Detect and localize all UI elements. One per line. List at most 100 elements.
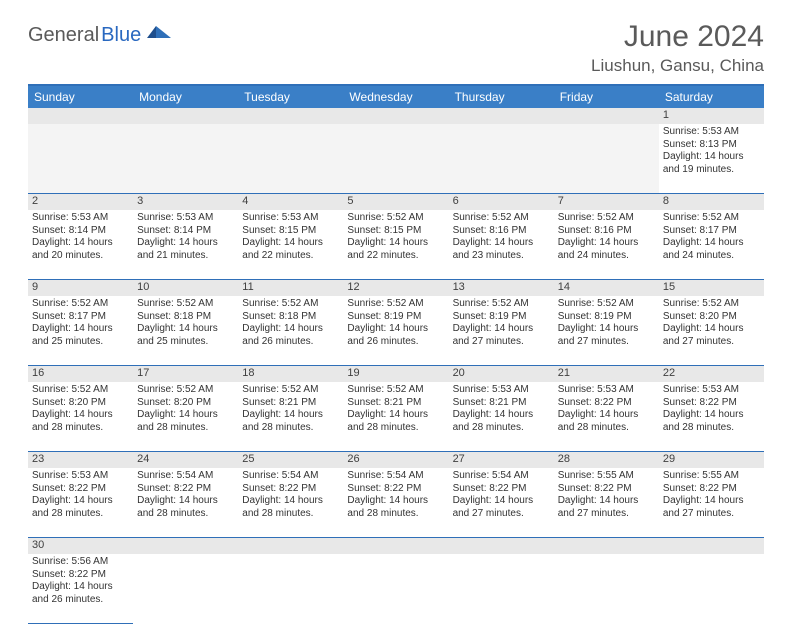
daylight-line: Daylight: 14 hours and 27 minutes. (453, 323, 550, 348)
day-number: 17 (133, 366, 238, 383)
sunset-line: Sunset: 8:18 PM (242, 311, 339, 324)
sunset-line: Sunset: 8:22 PM (32, 483, 129, 496)
day-cell: Sunrise: 5:52 AMSunset: 8:16 PMDaylight:… (554, 210, 659, 280)
day-number: 26 (343, 452, 448, 469)
sunset-line: Sunset: 8:22 PM (32, 569, 129, 582)
day-header: Friday (554, 86, 659, 108)
day-cell: Sunrise: 5:52 AMSunset: 8:19 PMDaylight:… (554, 296, 659, 366)
day-number: 3 (133, 194, 238, 211)
sunset-line: Sunset: 8:17 PM (32, 311, 129, 324)
day-cell: Sunrise: 5:52 AMSunset: 8:15 PMDaylight:… (343, 210, 448, 280)
calendar-table: SundayMondayTuesdayWednesdayThursdayFrid… (28, 86, 764, 624)
daylight-line: Daylight: 14 hours and 25 minutes. (32, 323, 129, 348)
daylight-line: Daylight: 14 hours and 24 minutes. (558, 237, 655, 262)
empty-daynum (554, 538, 659, 555)
daylight-line: Daylight: 14 hours and 22 minutes. (347, 237, 444, 262)
empty-daynum (28, 108, 133, 124)
day-number: 5 (343, 194, 448, 211)
sunset-line: Sunset: 8:19 PM (558, 311, 655, 324)
empty-cell (343, 554, 448, 624)
day-number: 14 (554, 280, 659, 297)
daylight-line: Daylight: 14 hours and 21 minutes. (137, 237, 234, 262)
daylight-line: Daylight: 14 hours and 27 minutes. (453, 495, 550, 520)
sunset-line: Sunset: 8:21 PM (242, 397, 339, 410)
daylight-line: Daylight: 14 hours and 28 minutes. (347, 409, 444, 434)
day-cell: Sunrise: 5:54 AMSunset: 8:22 PMDaylight:… (343, 468, 448, 538)
sunrise-line: Sunrise: 5:53 AM (32, 212, 129, 225)
day-number: 28 (554, 452, 659, 469)
empty-daynum (554, 108, 659, 124)
sunset-line: Sunset: 8:21 PM (453, 397, 550, 410)
day-number: 4 (238, 194, 343, 211)
sunrise-line: Sunrise: 5:53 AM (663, 126, 760, 139)
title-block: June 2024 Liushun, Gansu, China (591, 20, 764, 76)
daylight-line: Daylight: 14 hours and 28 minutes. (137, 495, 234, 520)
sunrise-line: Sunrise: 5:55 AM (663, 470, 760, 483)
sunrise-line: Sunrise: 5:55 AM (558, 470, 655, 483)
day-cell: Sunrise: 5:53 AMSunset: 8:13 PMDaylight:… (659, 124, 764, 194)
day-number: 29 (659, 452, 764, 469)
flag-icon (147, 24, 173, 47)
empty-cell (238, 124, 343, 194)
daylight-line: Daylight: 14 hours and 27 minutes. (663, 323, 760, 348)
empty-daynum (449, 108, 554, 124)
sunset-line: Sunset: 8:22 PM (558, 483, 655, 496)
sunrise-line: Sunrise: 5:52 AM (137, 298, 234, 311)
brand-logo: GeneralBlue (28, 24, 173, 47)
sunrise-line: Sunrise: 5:53 AM (242, 212, 339, 225)
sunset-line: Sunset: 8:15 PM (242, 225, 339, 238)
day-number: 13 (449, 280, 554, 297)
sunset-line: Sunset: 8:14 PM (32, 225, 129, 238)
day-cell: Sunrise: 5:55 AMSunset: 8:22 PMDaylight:… (659, 468, 764, 538)
daylight-line: Daylight: 14 hours and 28 minutes. (242, 495, 339, 520)
day-cell: Sunrise: 5:53 AMSunset: 8:22 PMDaylight:… (659, 382, 764, 452)
empty-cell (343, 124, 448, 194)
sunset-line: Sunset: 8:22 PM (137, 483, 234, 496)
day-number: 12 (343, 280, 448, 297)
day-cell: Sunrise: 5:52 AMSunset: 8:20 PMDaylight:… (659, 296, 764, 366)
daylight-line: Daylight: 14 hours and 28 minutes. (453, 409, 550, 434)
sunset-line: Sunset: 8:22 PM (242, 483, 339, 496)
sunrise-line: Sunrise: 5:54 AM (137, 470, 234, 483)
sunrise-line: Sunrise: 5:54 AM (453, 470, 550, 483)
daylight-line: Daylight: 14 hours and 28 minutes. (347, 495, 444, 520)
day-cell: Sunrise: 5:53 AMSunset: 8:22 PMDaylight:… (28, 468, 133, 538)
day-header: Sunday (28, 86, 133, 108)
day-header: Saturday (659, 86, 764, 108)
sunrise-line: Sunrise: 5:53 AM (32, 470, 129, 483)
sunrise-line: Sunrise: 5:53 AM (137, 212, 234, 225)
day-cell: Sunrise: 5:56 AMSunset: 8:22 PMDaylight:… (28, 554, 133, 624)
sunrise-line: Sunrise: 5:52 AM (558, 298, 655, 311)
sunrise-line: Sunrise: 5:52 AM (347, 384, 444, 397)
day-cell: Sunrise: 5:53 AMSunset: 8:14 PMDaylight:… (28, 210, 133, 280)
day-cell: Sunrise: 5:52 AMSunset: 8:18 PMDaylight:… (238, 296, 343, 366)
empty-cell (238, 554, 343, 624)
day-number: 2 (28, 194, 133, 211)
daylight-line: Daylight: 14 hours and 28 minutes. (32, 409, 129, 434)
day-number: 9 (28, 280, 133, 297)
day-cell: Sunrise: 5:55 AMSunset: 8:22 PMDaylight:… (554, 468, 659, 538)
day-header: Wednesday (343, 86, 448, 108)
day-number: 8 (659, 194, 764, 211)
day-cell: Sunrise: 5:52 AMSunset: 8:21 PMDaylight:… (238, 382, 343, 452)
sunrise-line: Sunrise: 5:52 AM (663, 298, 760, 311)
sunrise-line: Sunrise: 5:53 AM (663, 384, 760, 397)
daylight-line: Daylight: 14 hours and 20 minutes. (32, 237, 129, 262)
daylight-line: Daylight: 14 hours and 25 minutes. (137, 323, 234, 348)
empty-cell (554, 554, 659, 624)
empty-cell (28, 124, 133, 194)
daylight-line: Daylight: 14 hours and 27 minutes. (663, 495, 760, 520)
empty-daynum (238, 538, 343, 555)
sunset-line: Sunset: 8:22 PM (663, 397, 760, 410)
sunrise-line: Sunrise: 5:52 AM (137, 384, 234, 397)
day-cell: Sunrise: 5:53 AMSunset: 8:21 PMDaylight:… (449, 382, 554, 452)
sunset-line: Sunset: 8:18 PM (137, 311, 234, 324)
empty-cell (659, 554, 764, 624)
sunrise-line: Sunrise: 5:54 AM (242, 470, 339, 483)
day-cell: Sunrise: 5:52 AMSunset: 8:16 PMDaylight:… (449, 210, 554, 280)
day-number: 23 (28, 452, 133, 469)
empty-daynum (133, 108, 238, 124)
sunset-line: Sunset: 8:21 PM (347, 397, 444, 410)
day-cell: Sunrise: 5:54 AMSunset: 8:22 PMDaylight:… (133, 468, 238, 538)
day-cell: Sunrise: 5:53 AMSunset: 8:15 PMDaylight:… (238, 210, 343, 280)
